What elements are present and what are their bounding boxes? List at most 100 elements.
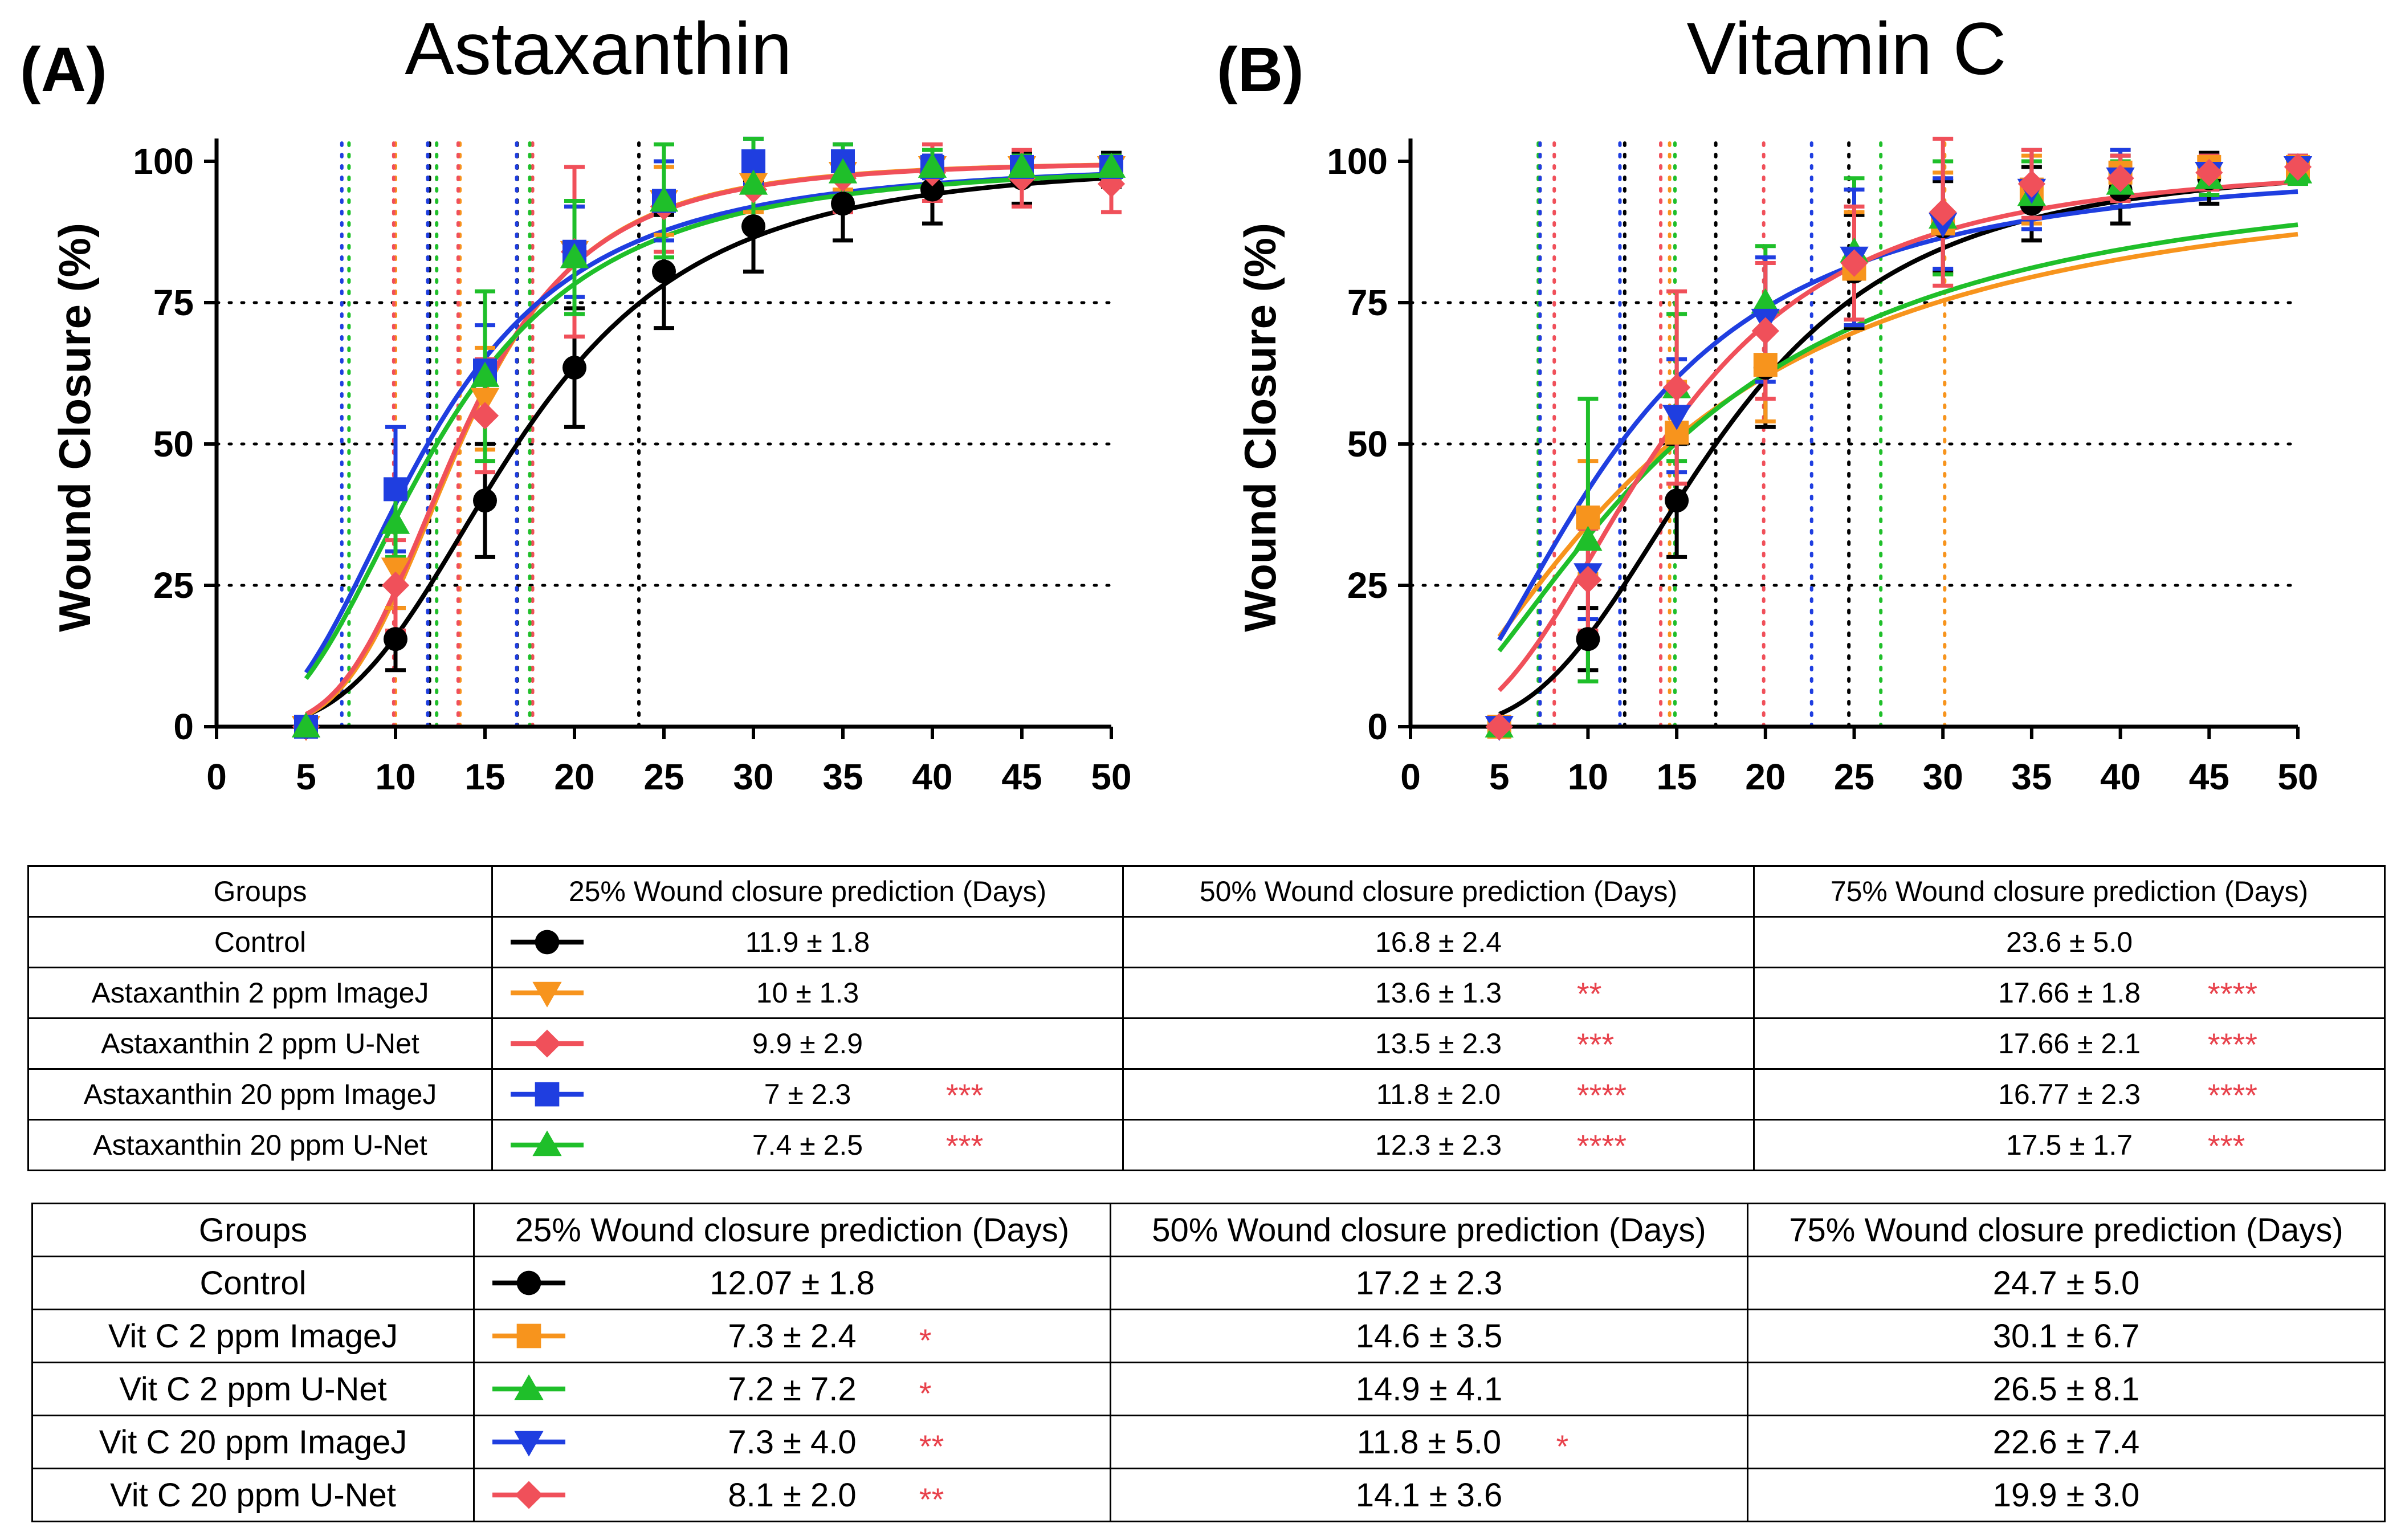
data-point-diamond xyxy=(381,571,410,600)
legend-line-symbol xyxy=(492,1270,565,1295)
prediction-value: 12.07 ± 1.8 xyxy=(710,1264,875,1302)
data-point-triangle-up xyxy=(560,243,589,268)
panel-label: (B) xyxy=(1217,35,1304,105)
table-row: Astaxanthin 2 ppm ImageJ 10 ± 1.3 13.6 ± 1… xyxy=(27,967,2386,1019)
fit-curve-series-4 xyxy=(1497,180,2298,692)
prediction-value: 13.6 ± 1.3 xyxy=(1375,977,1502,1009)
prediction-cell-50: 11.8 ± 5.0 * xyxy=(1110,1415,1748,1469)
chart-panel-astaxanthin: (A) Astaxanthin Wound Closure (%) 0 5 10 15… xyxy=(20,7,1132,797)
data-point-circle xyxy=(652,259,676,284)
header-50: 50% Wound closure prediction (Days) xyxy=(1110,1203,1748,1257)
prediction-value: 16.77 ± 2.3 xyxy=(1998,1078,2141,1110)
legend-line-symbol xyxy=(511,1082,584,1107)
group-name-cell: Control xyxy=(31,1256,475,1310)
prediction-cell-50: 13.5 ± 2.3 *** xyxy=(1122,1017,1755,1070)
x-tick-label: 20 xyxy=(554,756,594,797)
data-point-diamond xyxy=(1485,712,1513,741)
x-tick-label: 35 xyxy=(2011,756,2052,797)
legend-symbol xyxy=(504,1025,590,1062)
header-50: 50% Wound closure prediction (Days) xyxy=(1122,865,1755,918)
prediction-value: 11.9 ± 1.8 xyxy=(745,926,870,958)
prediction-value: 11.8 ± 2.0 xyxy=(1376,1078,1501,1110)
prediction-cell-25: 7.4 ± 2.5 *** xyxy=(491,1119,1124,1171)
data-point-square xyxy=(384,477,407,502)
data-point-triangle-up xyxy=(1096,152,1126,178)
group-name-cell: Astaxanthin 2 ppm U-Net xyxy=(27,1017,493,1070)
data-point-triangle-up xyxy=(514,1374,544,1400)
group-name-cell: Vit C 20 ppm ImageJ xyxy=(31,1415,475,1469)
table-row: Vit C 2 ppm U-Net 7.2 ± 7.2 * 14.9 ± 4.1 26.… xyxy=(31,1362,2386,1416)
group-name-cell: Vit C 2 ppm U-Net xyxy=(31,1362,475,1416)
fit-curve-series-2 xyxy=(305,162,1112,716)
chart-title: Astaxanthin xyxy=(405,7,792,90)
prediction-value: 19.9 ± 3.0 xyxy=(1992,1476,2140,1514)
table-row: Vit C 20 ppm ImageJ 7.3 ± 4.0 ** 11.8 ± 5.0… xyxy=(31,1415,2386,1469)
prediction-cell-50: 17.2 ± 2.3 xyxy=(1110,1256,1748,1310)
significance-stars: **** xyxy=(2207,1026,2258,1062)
prediction-value: 17.2 ± 2.3 xyxy=(1355,1264,1503,1302)
y-axis-label: Wound Closure (%) xyxy=(1235,223,1285,632)
prediction-cell-75: 22.6 ± 7.4 xyxy=(1747,1415,2386,1469)
prediction-cell-50: 14.9 ± 4.1 xyxy=(1110,1362,1748,1416)
legend-line-symbol xyxy=(492,1431,565,1457)
data-point-circle xyxy=(920,177,944,202)
x-tick-label: 15 xyxy=(1657,756,1697,797)
data-point-triangle-up xyxy=(291,712,321,738)
data-point-diamond xyxy=(515,1481,543,1509)
prediction-value: 14.1 ± 3.6 xyxy=(1355,1476,1503,1514)
prediction-cell-75: 26.5 ± 8.1 xyxy=(1747,1362,2386,1416)
prediction-value: 7.3 ± 4.0 xyxy=(728,1423,857,1461)
x-tick-label: 5 xyxy=(296,756,316,797)
data-point-circle xyxy=(562,356,586,380)
prediction-cell-50: 14.1 ± 3.6 xyxy=(1110,1468,1748,1522)
prediction-value: 8.1 ± 2.0 xyxy=(728,1476,857,1514)
header-25: 25% Wound closure prediction (Days) xyxy=(491,865,1124,918)
data-point-triangle-up xyxy=(470,361,500,387)
prediction-value: 13.5 ± 2.3 xyxy=(1375,1028,1502,1060)
legend-symbol xyxy=(486,1477,572,1513)
data-point-circle xyxy=(831,192,855,216)
plot-area: 0 5 10 15 20 25 30 35 40 45 50 0 25 50 75 100 xyxy=(133,136,1132,797)
table-row: Vit C 2 ppm ImageJ 7.3 ± 2.4 * 14.6 ± 3.5 30… xyxy=(31,1309,2386,1363)
fit-curve-series-1 xyxy=(1497,231,2298,638)
y-tick-label: 100 xyxy=(133,141,194,182)
x-tick-label: 30 xyxy=(733,756,773,797)
prediction-value: 11.8 ± 5.0 xyxy=(1356,1423,1502,1461)
prediction-cell-50: 12.3 ± 2.3 **** xyxy=(1122,1119,1755,1171)
prediction-cell-75: 17.5 ± 1.7 *** xyxy=(1753,1119,2386,1171)
significance-stars: * xyxy=(919,1375,932,1411)
prediction-value: 17.66 ± 2.1 xyxy=(1998,1028,2141,1060)
significance-stars: ** xyxy=(919,1481,944,1517)
data-point-circle xyxy=(384,627,407,651)
y-tick-label: 50 xyxy=(153,423,194,465)
prediction-cell-25: 8.1 ± 2.0 ** xyxy=(473,1468,1111,1522)
data-point-diamond xyxy=(471,402,499,430)
header-25: 25% Wound closure prediction (Days) xyxy=(473,1203,1111,1257)
data-point-triangle-down xyxy=(470,388,500,413)
significance-stars: *** xyxy=(1576,1026,1615,1062)
prediction-cell-50: 14.6 ± 3.5 xyxy=(1110,1309,1748,1363)
x-tick-label: 10 xyxy=(1568,756,1608,797)
prediction-value: 7.4 ± 2.5 xyxy=(752,1129,863,1161)
data-point-diamond xyxy=(2284,153,2312,181)
data-point-triangle-down xyxy=(514,1431,544,1457)
y-tick-label: 75 xyxy=(153,282,194,323)
prediction-cell-25: 7.2 ± 7.2 * xyxy=(473,1362,1111,1416)
data-point-square xyxy=(741,149,765,173)
x-tick-label: 5 xyxy=(1489,756,1510,797)
data-point-triangle-up xyxy=(649,186,679,212)
prediction-value: 23.6 ± 5.0 xyxy=(2005,926,2133,958)
data-point-circle xyxy=(1576,627,1600,651)
legend-line-symbol xyxy=(511,981,584,1008)
data-point-triangle-up xyxy=(918,152,947,178)
data-point-diamond xyxy=(2106,164,2134,192)
x-tick-label: 10 xyxy=(375,756,415,797)
data-point-triangle-down xyxy=(1662,405,1691,430)
fit-curve-series-3 xyxy=(1497,189,2298,641)
x-tick-label: 35 xyxy=(822,756,863,797)
y-axis-label: Wound Closure (%) xyxy=(50,223,100,632)
legend-symbol xyxy=(504,975,590,1011)
significance-stars: *** xyxy=(2207,1128,2245,1164)
data-point-triangle-up xyxy=(828,158,858,184)
prediction-value: 14.6 ± 3.5 xyxy=(1355,1317,1503,1355)
